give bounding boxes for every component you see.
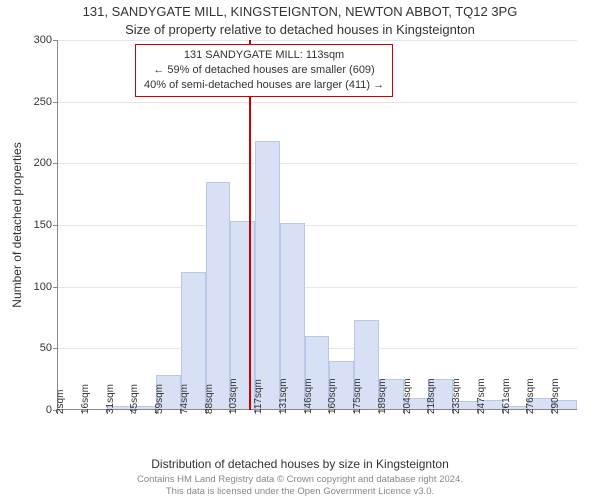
x-axis-label: Distribution of detached houses by size … xyxy=(0,457,600,471)
y-tick-mark xyxy=(53,287,57,288)
x-tick-label: 290sqm xyxy=(550,378,561,414)
y-tick-mark xyxy=(53,348,57,349)
y-tick-label: 0 xyxy=(20,404,52,416)
y-tick-label: 100 xyxy=(20,281,52,293)
x-tick-label: 45sqm xyxy=(129,384,140,414)
x-tick-label: 261sqm xyxy=(501,378,512,414)
x-tick-label: 131sqm xyxy=(278,378,289,414)
footer-line1: Contains HM Land Registry data © Crown c… xyxy=(0,474,600,486)
x-tick-label: 74sqm xyxy=(179,384,190,414)
x-tick-label: 31sqm xyxy=(105,384,116,414)
y-tick-label: 250 xyxy=(20,96,52,108)
plot-area: 2sqm16sqm31sqm45sqm59sqm74sqm88sqm103sqm… xyxy=(57,40,577,410)
y-tick-mark xyxy=(53,163,57,164)
chart-title-line2: Size of property relative to detached ho… xyxy=(0,22,600,37)
y-axis xyxy=(57,40,58,410)
x-tick-label: 204sqm xyxy=(402,378,413,414)
x-tick-label: 233sqm xyxy=(451,378,462,414)
x-tick-label: 2sqm xyxy=(55,390,66,414)
x-tick-label: 160sqm xyxy=(327,378,338,414)
y-tick-label: 50 xyxy=(20,342,52,354)
x-tick-label: 189sqm xyxy=(377,378,388,414)
x-tick-label: 146sqm xyxy=(303,378,314,414)
footer-attribution: Contains HM Land Registry data © Crown c… xyxy=(0,474,600,498)
x-tick-label: 16sqm xyxy=(80,384,91,414)
bar xyxy=(255,141,280,410)
y-tick-label: 200 xyxy=(20,157,52,169)
x-tick-label: 103sqm xyxy=(228,378,239,414)
x-tick-label: 117sqm xyxy=(253,379,264,414)
annotation-line3: 40% of semi-detached houses are larger (… xyxy=(144,78,384,93)
x-tick-label: 59sqm xyxy=(154,384,165,414)
x-tick-label: 276sqm xyxy=(525,378,536,414)
x-tick-label: 247sqm xyxy=(476,378,487,414)
bar xyxy=(206,182,231,410)
y-tick-mark xyxy=(53,225,57,226)
footer-line2: This data is licensed under the Open Gov… xyxy=(0,486,600,498)
y-tick-label: 150 xyxy=(20,219,52,231)
annotation-box: 131 SANDYGATE MILL: 113sqm ← 59% of deta… xyxy=(135,44,393,97)
y-tick-label: 300 xyxy=(20,34,52,46)
annotation-line1: 131 SANDYGATE MILL: 113sqm xyxy=(144,48,384,63)
x-tick-label: 88sqm xyxy=(204,384,215,414)
y-tick-mark xyxy=(53,40,57,41)
chart-title-line1: 131, SANDYGATE MILL, KINGSTEIGNTON, NEWT… xyxy=(0,4,600,19)
x-tick-label: 175sqm xyxy=(352,378,363,414)
x-tick-label: 218sqm xyxy=(426,378,437,414)
annotation-line2: ← 59% of detached houses are smaller (60… xyxy=(144,63,384,78)
y-tick-mark xyxy=(53,102,57,103)
